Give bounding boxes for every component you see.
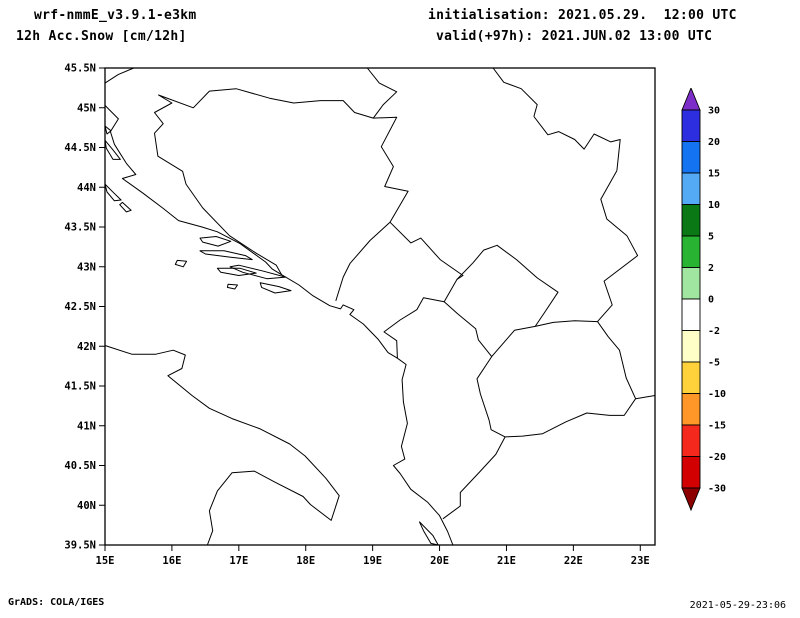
- colorbar-segment: [681, 393, 701, 426]
- border-serbia-bulgaria: [597, 170, 639, 322]
- colorbar-segment: [681, 298, 701, 331]
- island-pag: [104, 139, 121, 160]
- island-vis: [174, 259, 188, 268]
- colorbar-tick-label: -10: [708, 389, 726, 400]
- lat-tick-label: 42N: [77, 341, 96, 353]
- lon-tick-label: 19E: [363, 555, 382, 567]
- colorbar-segment: [681, 267, 701, 300]
- island-kornati: [119, 201, 132, 213]
- lon-tick-label: 21E: [497, 555, 516, 567]
- border-slovenia-croatia: [104, 67, 134, 84]
- lat-tick-label: 39.5N: [64, 540, 96, 552]
- colorbar-tick-label: -15: [708, 421, 726, 432]
- colorbar-tick-label: 30: [708, 106, 720, 117]
- lat-tick-label: 45N: [77, 102, 96, 114]
- colorbar-tick-label: 15: [708, 169, 720, 180]
- border-bosnia: [154, 88, 409, 302]
- colorbar-segment: [681, 235, 701, 268]
- lon-tick-label: 20E: [430, 555, 449, 567]
- border-macedonia-serbia: [535, 320, 598, 327]
- lat-tick-label: 41N: [77, 420, 96, 432]
- island-mljet: [259, 282, 292, 294]
- colorbar-tick-label: -30: [708, 484, 726, 495]
- colorbar-segment: [681, 109, 701, 142]
- border-montenegro-serbia: [389, 221, 464, 280]
- lon-tick-label: 18E: [296, 555, 315, 567]
- border-montenegro-albania: [383, 297, 445, 359]
- peninsula-peljesac: [229, 264, 287, 280]
- lon-tick-label: 23E: [631, 555, 650, 567]
- colorbar-segment: [681, 141, 701, 174]
- island-lastovo: [226, 283, 238, 290]
- colorbar-segment: [681, 456, 701, 489]
- colorbar-tick-label: 2: [708, 263, 714, 274]
- lat-tick-label: 44N: [77, 182, 96, 194]
- lat-tick-label: 42.5N: [64, 301, 96, 313]
- border-croatia-serbia: [366, 67, 398, 119]
- init-time-label: initialisation: 2021.05.29. 12:00 UTC: [428, 8, 737, 23]
- map-frame: [104, 67, 656, 546]
- border-danube-serbia-romania: [533, 116, 621, 171]
- lon-tick-label: 22E: [564, 555, 583, 567]
- lat-tick-label: 43N: [77, 261, 96, 273]
- lat-tick-label: 43.5N: [64, 222, 96, 234]
- island-brac: [199, 236, 232, 247]
- coast-italy: [104, 345, 340, 546]
- border-macedonia-bulgaria: [597, 321, 637, 399]
- colorbar-tick-label: 0: [708, 295, 714, 306]
- colorbar-tick-label: -5: [708, 358, 720, 369]
- coast-adriatic-east: [104, 105, 454, 546]
- colorbar-tick-label: -20: [708, 452, 726, 463]
- lon-tick-label: 17E: [229, 555, 248, 567]
- island-hvar: [199, 250, 253, 261]
- colorbar-tick-label: 10: [708, 200, 720, 211]
- colorbar-tick-label: 20: [708, 137, 720, 148]
- lon-tick-label: 15E: [96, 555, 115, 567]
- island-korcula: [216, 267, 257, 276]
- colorbar-segment: [681, 330, 701, 363]
- border-kosovo: [443, 244, 559, 358]
- island-dugi-otok: [104, 183, 122, 202]
- lat-tick-label: 41.5N: [64, 381, 96, 393]
- map-canvas: 45.5N 45N 44.5N 44N 43.5N 43N 42.5N 42N 41.5N 41N…: [64, 63, 656, 567]
- border-serbia-romania-north: [492, 67, 538, 117]
- colorbar-arrow-bottom: [681, 487, 701, 512]
- lon-tick-label: 16E: [162, 555, 181, 567]
- valid-time-label: valid(+97h): 2021.JUN.02 13:00 UTC: [436, 29, 713, 44]
- border-albania-macedonia: [476, 356, 506, 438]
- island-corfu: [419, 521, 439, 546]
- border-albania-greece: [442, 436, 506, 520]
- colorbar-tick-label: 5: [708, 232, 714, 243]
- colorbar-arrow-top: [681, 88, 701, 111]
- colorbar-segment: [681, 204, 701, 237]
- lat-tick-label: 40.5N: [64, 460, 96, 472]
- lat-tick-label: 44.5N: [64, 142, 96, 154]
- border-macedonia-greece: [505, 398, 637, 438]
- colorbar-segment: [681, 424, 701, 457]
- model-title: wrf-nmmE_v3.9.1-e3km: [34, 8, 197, 23]
- colorbar-segment: [681, 361, 701, 394]
- lat-tick-label: 40N: [77, 500, 96, 512]
- field-title: 12h Acc.Snow [cm/12h]: [16, 29, 187, 44]
- lat-tick-label: 45.5N: [64, 63, 96, 75]
- colorbar-segment: [681, 172, 701, 205]
- island-rab: [104, 125, 112, 135]
- colorbar-tick-label: -2: [708, 326, 720, 337]
- border-greece-bulgaria: [635, 395, 656, 400]
- creation-timestamp: 2021-05-29-23:06: [689, 600, 786, 611]
- grads-credit: GrADS: COLA/IGES: [8, 597, 105, 608]
